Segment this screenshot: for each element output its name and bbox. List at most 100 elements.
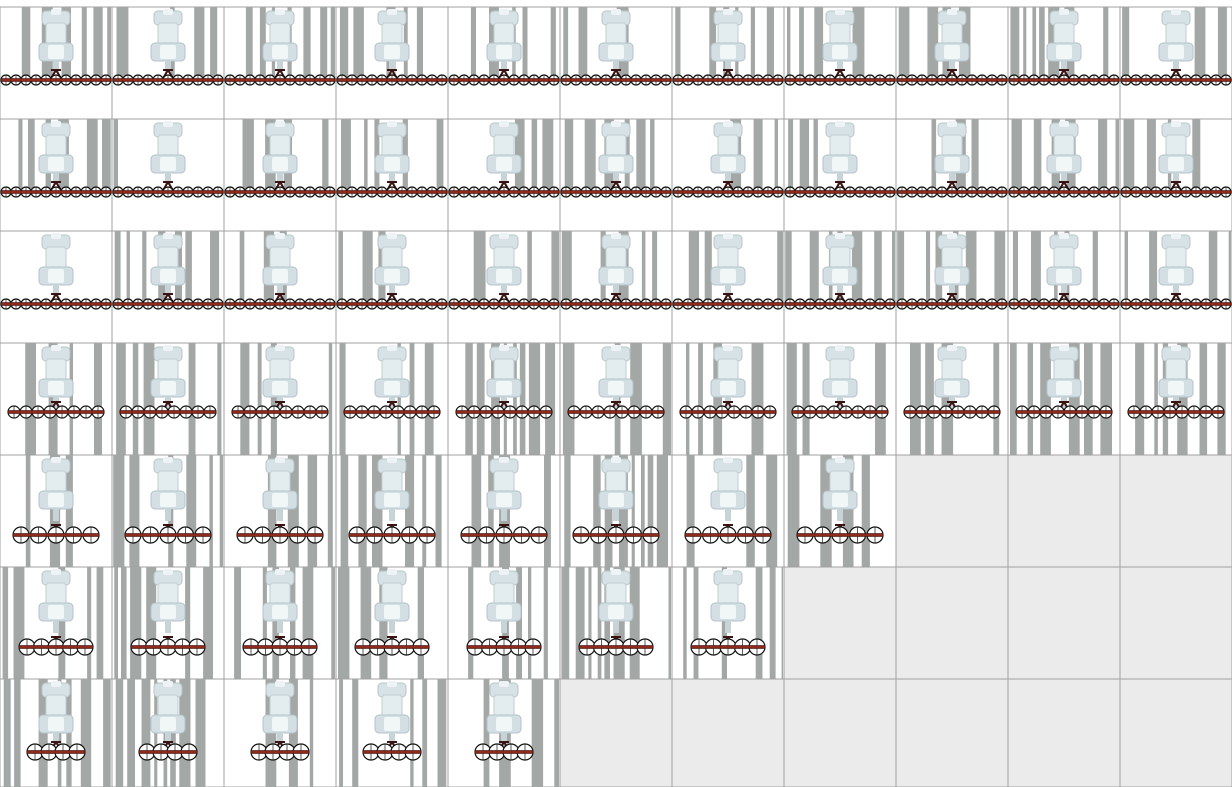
stripe (544, 567, 548, 679)
stripe (767, 7, 774, 77)
sprite-cell (560, 343, 672, 455)
stripe (689, 231, 699, 301)
stripe (777, 231, 783, 301)
stripe (799, 7, 804, 77)
stripe (260, 7, 266, 77)
stripe (102, 119, 111, 189)
stripe (1116, 119, 1120, 189)
stripe (687, 455, 695, 567)
stripe (129, 455, 139, 567)
stripe (1154, 343, 1158, 455)
sprite-cell (112, 119, 224, 231)
stripe (1039, 7, 1045, 77)
stripe (544, 455, 551, 567)
stripe (471, 7, 476, 77)
implement-bar (1009, 303, 1119, 306)
stripe (1028, 343, 1033, 455)
sprite-cell (0, 455, 112, 567)
stripe (329, 343, 332, 455)
sprite-cell (336, 567, 448, 679)
implement-bar (1128, 411, 1224, 414)
implement-bar (449, 191, 559, 194)
implement-bar (449, 303, 559, 306)
empty-cell (1120, 567, 1232, 679)
implement-bar (792, 411, 888, 414)
stripe (436, 455, 442, 567)
implement-bar (113, 191, 223, 194)
stripe (1124, 119, 1135, 189)
stripe (669, 567, 672, 679)
stripe (1149, 231, 1157, 301)
sprite-cell (336, 343, 448, 455)
stripe (422, 455, 426, 567)
stripe (564, 455, 570, 567)
stripe (97, 567, 104, 679)
stripe (352, 679, 358, 787)
stripe (189, 343, 196, 455)
top-border (0, 0, 1232, 7)
stripe (788, 119, 793, 189)
stripe (320, 7, 327, 77)
stripe (127, 231, 130, 301)
stripe (1084, 343, 1093, 455)
stripe (234, 567, 241, 679)
implement-bar (337, 303, 447, 306)
implement-bar (449, 79, 559, 82)
stripe (565, 119, 574, 189)
implement-bar (1, 191, 111, 194)
stripe (194, 7, 204, 77)
stripe (532, 679, 543, 787)
stripe (593, 455, 601, 567)
stripe (341, 119, 351, 189)
stripe (972, 119, 979, 189)
implement-bar (113, 79, 223, 82)
sprite-cell (112, 455, 224, 567)
implement-bar (1009, 79, 1119, 82)
stripe (4, 679, 11, 787)
stripe (328, 455, 333, 567)
sprite-cell (224, 231, 336, 343)
sprite-cell (560, 455, 672, 567)
implement-bar (897, 191, 1007, 194)
sprite-cell (448, 119, 560, 231)
stripe (561, 567, 569, 679)
implement-bar (673, 79, 783, 82)
stripe (258, 343, 262, 455)
implement-bar (349, 534, 435, 537)
stripe (437, 119, 444, 189)
stripe (1135, 343, 1144, 455)
implement-bar (113, 303, 223, 306)
stripe (641, 455, 645, 567)
implement-bar (225, 191, 335, 194)
implement-bar (1009, 191, 1119, 194)
stripe (775, 119, 778, 189)
stripe (523, 7, 528, 77)
implement-bar (785, 191, 895, 194)
stripe (243, 119, 254, 189)
page: (() => { const svg = document.getElement… (0, 0, 1232, 787)
empty-cell (1008, 679, 1120, 787)
implement-bar (475, 751, 533, 754)
empty-cell (784, 567, 896, 679)
stripe (925, 343, 934, 455)
stripe (1200, 343, 1208, 455)
implement-bar (561, 303, 671, 306)
implement-bar (680, 411, 776, 414)
stripe (1147, 119, 1156, 189)
stripe (1040, 343, 1051, 455)
sprite-cell (224, 679, 336, 787)
implement-bar (685, 534, 771, 537)
sprite-cell (1008, 455, 1120, 567)
stripe (551, 7, 556, 77)
stripe (875, 343, 886, 455)
implement-bar (125, 534, 211, 537)
stripe (340, 343, 346, 455)
stripe (144, 343, 155, 455)
stripe (1031, 231, 1041, 301)
sprite-cell (784, 231, 896, 343)
stripe (322, 119, 328, 189)
sprite-cell (0, 343, 112, 455)
stripe (862, 455, 870, 567)
sprite-cell (896, 679, 1008, 787)
sprite-cell (112, 231, 224, 343)
